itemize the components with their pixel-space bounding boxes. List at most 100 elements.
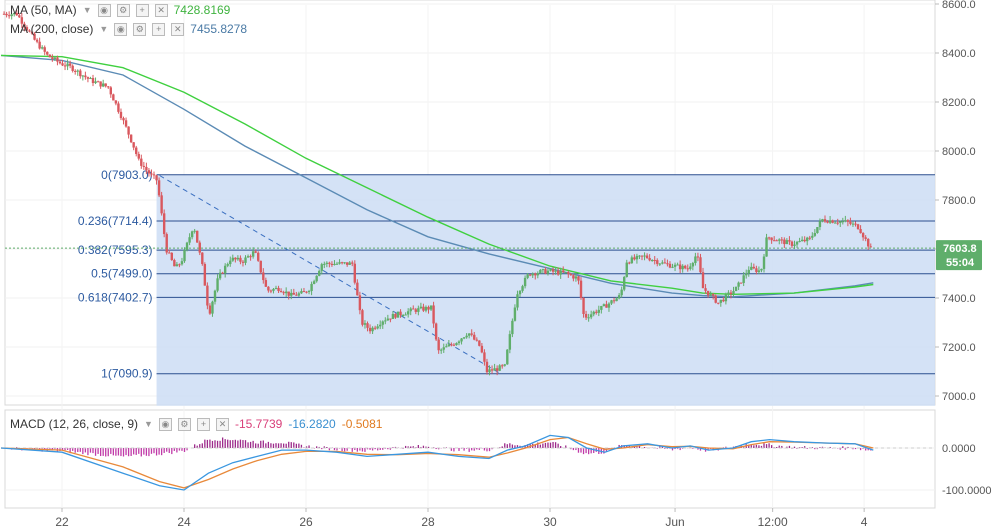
candle-body	[483, 352, 486, 362]
close-icon[interactable]: ✕	[171, 22, 185, 36]
candle-body	[645, 255, 649, 258]
candle-body	[404, 314, 407, 316]
candle-body	[465, 335, 468, 338]
gear-icon[interactable]: ⚙	[133, 22, 147, 36]
candle-body	[772, 240, 776, 242]
candle-body	[752, 266, 756, 269]
candle-body	[671, 266, 674, 268]
candle-body	[185, 242, 189, 250]
candle-body	[386, 318, 390, 321]
candle-body	[345, 262, 349, 265]
gear-icon[interactable]: ⚙	[177, 417, 191, 431]
legend-dropdown-icon[interactable]: ▼	[99, 24, 109, 34]
candle-body	[135, 147, 138, 154]
eye-icon[interactable]: ◉	[114, 22, 128, 36]
fib-level-label: 0.5(7499.0)	[91, 267, 152, 281]
candle-body	[310, 283, 313, 291]
candle-body	[714, 295, 717, 303]
eye-icon[interactable]: ◉	[97, 3, 111, 17]
candle-body	[574, 276, 578, 279]
candle-body	[157, 180, 161, 196]
candle-body	[112, 94, 115, 101]
gear-icon[interactable]: ⚙	[116, 3, 130, 17]
candle-body	[43, 47, 46, 52]
legend-ma200-label: MA (200, close)	[10, 22, 94, 36]
y-tick-label: 7400.0	[942, 293, 976, 305]
candle-body	[257, 252, 260, 261]
candle-body	[15, 12, 18, 16]
candle-body	[544, 269, 547, 274]
candle-body	[89, 78, 92, 80]
candle-body	[564, 272, 567, 274]
candle-body	[274, 287, 278, 289]
plus-icon[interactable]: +	[196, 417, 210, 431]
candle-body	[620, 289, 623, 296]
candle-body	[13, 12, 16, 15]
fib-level-label: 1(7090.9)	[101, 367, 152, 381]
candle-body	[409, 308, 412, 312]
candle-body	[765, 237, 768, 257]
candle-body	[722, 299, 725, 302]
candle-body	[584, 313, 588, 318]
eye-icon[interactable]: ◉	[158, 417, 172, 431]
candle-body	[343, 262, 346, 264]
candle-body	[747, 269, 750, 274]
candle-body	[811, 235, 814, 238]
candle-body	[818, 221, 822, 228]
candle-body	[780, 239, 783, 241]
candle-body	[684, 265, 687, 269]
candle-body	[427, 306, 430, 310]
close-icon[interactable]: ✕	[154, 3, 168, 17]
candle-body	[51, 57, 54, 59]
legend-dropdown-icon[interactable]: ▼	[144, 419, 153, 429]
candle-body	[221, 272, 224, 274]
candle-body	[541, 269, 545, 271]
close-icon[interactable]: ✕	[215, 417, 229, 431]
candle-body	[412, 308, 415, 310]
candle-body	[793, 244, 796, 246]
plus-icon[interactable]: +	[152, 22, 166, 36]
candle-body	[478, 340, 481, 346]
plus-icon[interactable]: +	[135, 3, 149, 17]
candle-body	[473, 334, 476, 340]
candle-body	[201, 252, 204, 264]
x-tick-label: 4	[861, 515, 868, 529]
candle-body	[813, 233, 817, 236]
candle-body	[137, 153, 140, 159]
candle-body	[249, 256, 252, 258]
candle-body	[373, 327, 377, 329]
candle-body	[236, 257, 240, 260]
candle-body	[719, 299, 722, 303]
candle-body	[58, 61, 62, 64]
ma200-line	[0, 54, 874, 298]
candle-body	[419, 306, 423, 309]
candle-body	[755, 268, 758, 273]
candle-body	[775, 240, 778, 242]
candle-body	[856, 224, 860, 230]
candle-body	[638, 255, 641, 257]
candle-body	[513, 307, 517, 321]
candle-body	[353, 263, 356, 283]
candle-body	[592, 311, 595, 315]
legend-macd-value-1: -15.7739	[234, 417, 283, 431]
candle-body	[864, 237, 867, 239]
candle-body	[554, 270, 557, 272]
candle-body	[94, 81, 97, 84]
legend-dropdown-icon[interactable]: ▼	[82, 5, 92, 15]
candle-body	[633, 257, 636, 260]
candle-body	[859, 229, 862, 234]
y-tick-label: 7000.0	[942, 391, 976, 403]
candle-body	[549, 269, 552, 271]
candle-body	[287, 291, 290, 296]
candle-body	[368, 327, 372, 332]
candle-body	[617, 295, 621, 299]
candle-body	[391, 313, 395, 319]
candle-body	[643, 255, 646, 257]
candle-body	[790, 241, 794, 246]
candle-body	[282, 292, 285, 294]
candle-body	[640, 255, 644, 257]
candle-body	[56, 57, 59, 62]
candle-body	[572, 275, 575, 279]
candle-body	[536, 273, 539, 276]
